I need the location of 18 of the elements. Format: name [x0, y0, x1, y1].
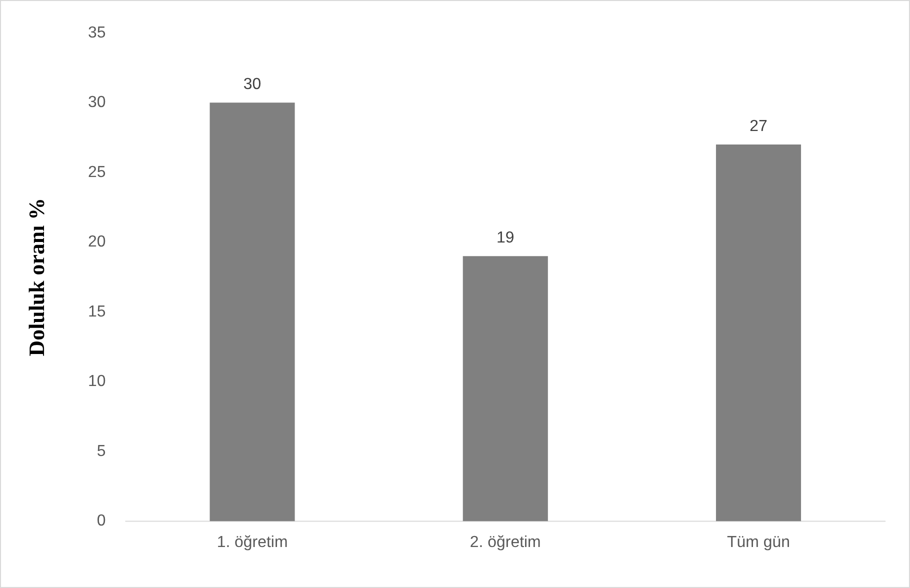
bar [210, 102, 295, 522]
bar [462, 256, 548, 522]
data-label: 30 [243, 76, 262, 94]
y-tick-label: 35 [88, 24, 106, 42]
data-label: 27 [750, 118, 768, 135]
y-tick-label: 15 [88, 303, 106, 320]
data-label: 19 [496, 230, 514, 247]
x-tick-label: Tüm gün [727, 534, 790, 552]
y-tick-label: 25 [88, 164, 106, 181]
y-tick-label: 10 [88, 373, 106, 390]
x-tick-label: 1. öğretim [216, 534, 288, 552]
y-axis-title: Doluluk oranı % [24, 198, 49, 356]
y-tick-label: 5 [96, 442, 106, 460]
y-tick-label: 20 [88, 234, 106, 251]
y-tick-label: 30 [88, 94, 106, 112]
x-tick-label: 2. öğretim [470, 534, 541, 552]
bar [716, 144, 802, 522]
y-tick-label: 0 [96, 512, 106, 530]
